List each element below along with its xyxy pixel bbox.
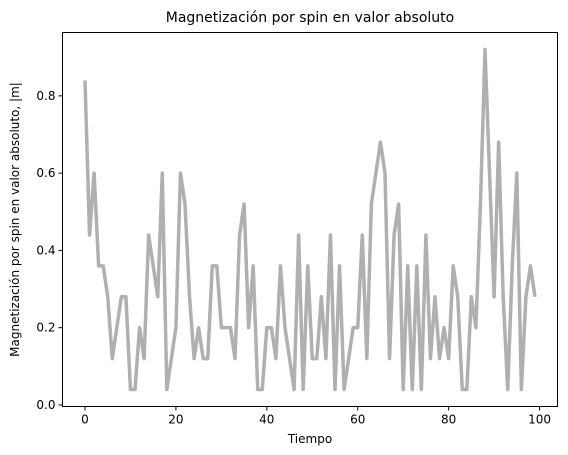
- x-axis-label: Tiempo: [287, 432, 332, 446]
- x-tick-label: 60: [350, 413, 365, 427]
- chart-title: Magnetización por spin en valor absoluto: [166, 10, 454, 26]
- x-tick-label: 40: [259, 413, 274, 427]
- plot-frame: [62, 32, 558, 407]
- y-tick-label: 0.0: [36, 398, 55, 412]
- y-tick-label: 0.6: [36, 166, 55, 180]
- x-tick-label: 20: [168, 413, 183, 427]
- y-tick-label: 0.2: [36, 321, 55, 335]
- x-tick-label: 80: [441, 413, 456, 427]
- y-tick-label: 0.4: [36, 243, 55, 257]
- y-axis-label: Magnetización por spin en valor absoluto…: [8, 82, 22, 357]
- series-line-0: [83, 47, 537, 392]
- y-tick-label: 0.8: [36, 89, 55, 103]
- x-tick-label: 100: [528, 413, 551, 427]
- x-tick-label: 0: [81, 413, 89, 427]
